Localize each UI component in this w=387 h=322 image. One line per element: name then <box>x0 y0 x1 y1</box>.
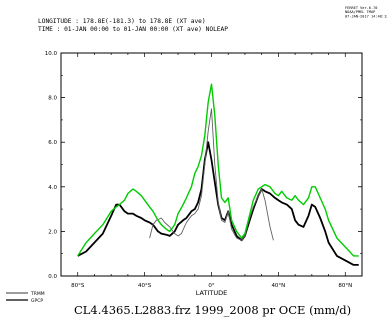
y-tick-label: 8.0 <box>48 96 57 102</box>
x-tick-label: 0° <box>208 283 214 289</box>
x-tick-label: 80°S <box>71 283 85 289</box>
x-axis: 80°S 40°S 0° 40°N 80°N <box>60 53 363 289</box>
legend-label: GPCP <box>31 298 43 304</box>
y-axis: 0.0 2.0 4.0 6.0 8.0 10.0 <box>45 51 362 280</box>
stamp-line: FERRET Ver.6.70 <box>345 6 377 10</box>
y-tick-label: 0.0 <box>48 274 57 280</box>
legend-label: TRMM <box>30 291 45 297</box>
metadata-line: TIME : 01-JAN 00:00 to 01-JAN 00:00 (XT … <box>38 26 228 33</box>
y-tick-label: 10.0 <box>45 51 58 57</box>
series-lines <box>77 83 359 266</box>
figure-caption: CL4.4365.L2883.frz 1999_2008 pr OCE (mm/… <box>74 303 351 317</box>
x-tick-label: 40°S <box>138 283 152 289</box>
stamp-line: 07-JAN-2017 14:48:12 <box>345 14 387 18</box>
y-tick-label: 6.0 <box>48 140 57 146</box>
y-tick-label: 4.0 <box>48 185 57 191</box>
x-axis-label: LATITUDE <box>196 289 227 297</box>
y-tick-label: 2.0 <box>48 229 57 235</box>
x-tick-label: 40°N <box>271 283 285 289</box>
plot-metadata: LONGITUDE : 178.8E(-181.3) to 178.8E (XT… <box>38 18 228 33</box>
x-tick-label: 80°N <box>338 283 352 289</box>
stamp-line: NOAA/PMEL TMAP <box>345 10 375 14</box>
series-line-trmm <box>149 108 274 241</box>
series-line-cl4-4365-l2883-frz <box>77 83 359 257</box>
metadata-line: LONGITUDE : 178.8E(-181.3) to 178.8E (XT… <box>38 18 206 25</box>
